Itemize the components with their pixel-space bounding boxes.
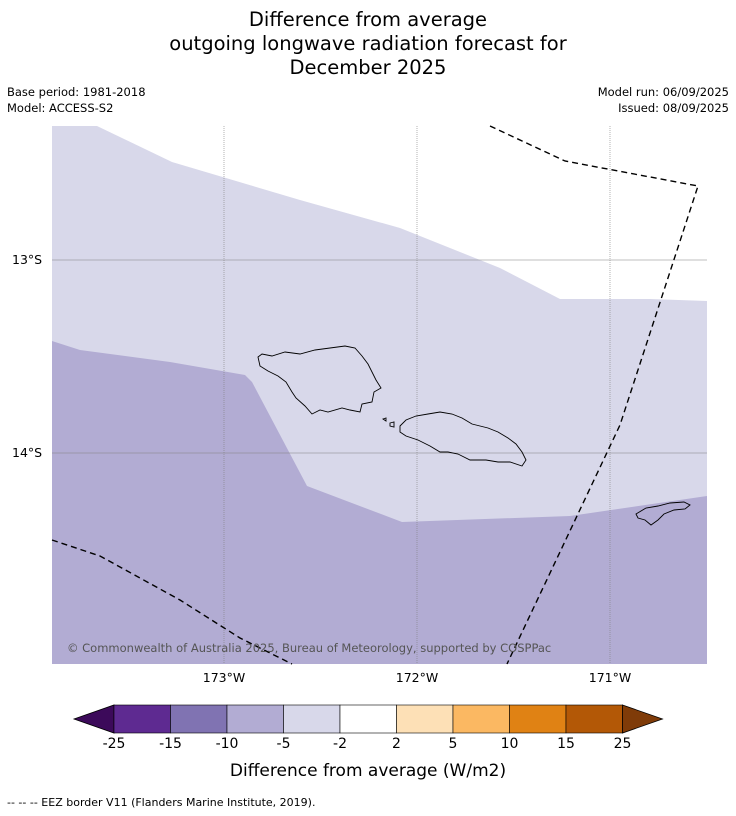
title-line-2: outgoing longwave radiation forecast for xyxy=(169,32,567,55)
colorbar-cell xyxy=(283,704,341,734)
lat-label-13s: 13°S xyxy=(12,252,43,267)
colorbar-cell xyxy=(396,704,454,734)
base-period: Base period: 1981-2018 xyxy=(7,85,146,99)
eez-border xyxy=(51,125,699,665)
colorbar-tick-label: -15 xyxy=(159,736,182,752)
map-title: Difference from average outgoing longwav… xyxy=(0,8,736,80)
tutuila-island xyxy=(635,501,691,526)
meta-right: Model run: 06/09/2025 Issued: 08/09/2025 xyxy=(598,84,729,116)
eez-footnote: -- -- -- EEZ border V11 (Flanders Marine… xyxy=(7,796,316,809)
colorbar-tick-label: 2 xyxy=(392,736,401,752)
colorbar-tick-label: 15 xyxy=(557,736,575,752)
small-island-2 xyxy=(389,421,395,428)
colorbar-cell xyxy=(509,704,567,734)
small-island-1 xyxy=(381,417,387,422)
meta-left: Base period: 1981-2018 Model: ACCESS-S2 xyxy=(7,84,146,116)
lon-label-173w: 173°W xyxy=(202,670,246,685)
colorbar-cell xyxy=(170,704,228,734)
upolu-island xyxy=(399,411,527,467)
lon-label-171w: 171°W xyxy=(588,670,632,685)
colorbar-tick-label: -25 xyxy=(102,736,126,752)
colorbar-tick-label: -2 xyxy=(333,736,347,752)
colorbar-cell xyxy=(452,704,510,734)
colorbar-tick-label: -5 xyxy=(276,736,291,752)
colorbar-cell xyxy=(339,704,397,734)
model-run: Model run: 06/09/2025 xyxy=(597,85,729,99)
anomaly-band-medium xyxy=(52,341,707,664)
lon-label-172w: 172°W xyxy=(395,670,439,685)
neutral-area xyxy=(97,126,707,301)
colorbar-cell xyxy=(565,704,623,734)
colorbar-arrow-high xyxy=(622,704,664,734)
island-outlines xyxy=(257,345,691,526)
lat-label-14s: 14°S xyxy=(12,445,43,460)
colorbar xyxy=(72,704,664,734)
colorbar-tick-label: 5 xyxy=(448,736,458,752)
savaii-island xyxy=(257,345,382,415)
colorbar-tick-label: -10 xyxy=(215,736,239,752)
title-line-3: December 2025 xyxy=(289,56,447,79)
colorbar-tick-label: 10 xyxy=(500,736,519,752)
colorbar-tick-label: 25 xyxy=(613,736,632,752)
grid-lines xyxy=(52,126,707,664)
colorbar-cell xyxy=(113,704,171,734)
title-line-1: Difference from average xyxy=(248,8,488,31)
colorbar-cell xyxy=(226,704,284,734)
colorbar-label: Difference from average (W/m2) xyxy=(229,761,507,781)
model-name: Model: ACCESS-S2 xyxy=(7,101,114,115)
map-panel xyxy=(51,125,707,665)
colorbar-arrow-low xyxy=(72,704,115,734)
issued-date: Issued: 08/09/2025 xyxy=(618,101,729,115)
copyright-notice: © Commonwealth of Australia 2025, Bureau… xyxy=(67,641,552,655)
